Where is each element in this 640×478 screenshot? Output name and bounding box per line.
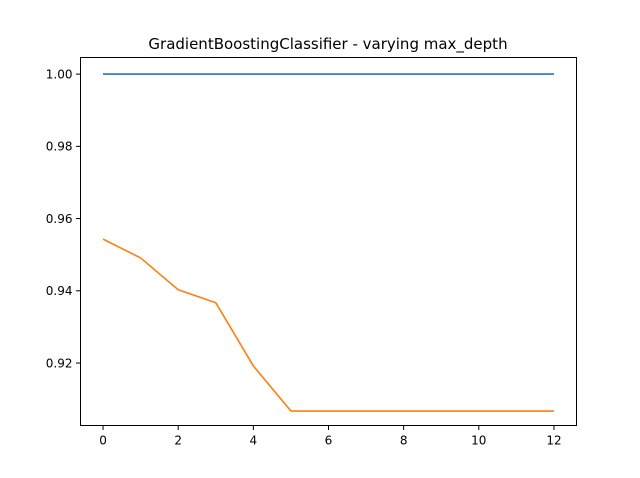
x-tick-label: 8: [400, 434, 408, 448]
y-tick-label: 1.00: [46, 67, 73, 81]
plot-area-frame: [80, 57, 577, 426]
x-axis: 0 2 4 6 8 10 12: [99, 425, 562, 448]
x-tick-label: 6: [325, 434, 333, 448]
series-line-2: [102, 238, 554, 412]
x-tick-label: 4: [250, 434, 258, 448]
series-layer: [102, 73, 554, 412]
chart-title: GradientBoostingClassifier - varying max…: [148, 35, 507, 54]
x-tick-label: 10: [471, 434, 486, 448]
y-tick-label: 0.92: [46, 356, 73, 370]
y-tick-label: 0.96: [46, 212, 73, 226]
x-tick-label: 0: [99, 434, 107, 448]
y-tick-label: 0.98: [46, 140, 73, 154]
x-tick-label: 2: [174, 434, 182, 448]
y-tick-label: 0.94: [46, 284, 73, 298]
x-tick-label: 12: [546, 434, 561, 448]
y-axis: 0.92 0.94 0.96 0.98 1.00: [46, 67, 81, 370]
